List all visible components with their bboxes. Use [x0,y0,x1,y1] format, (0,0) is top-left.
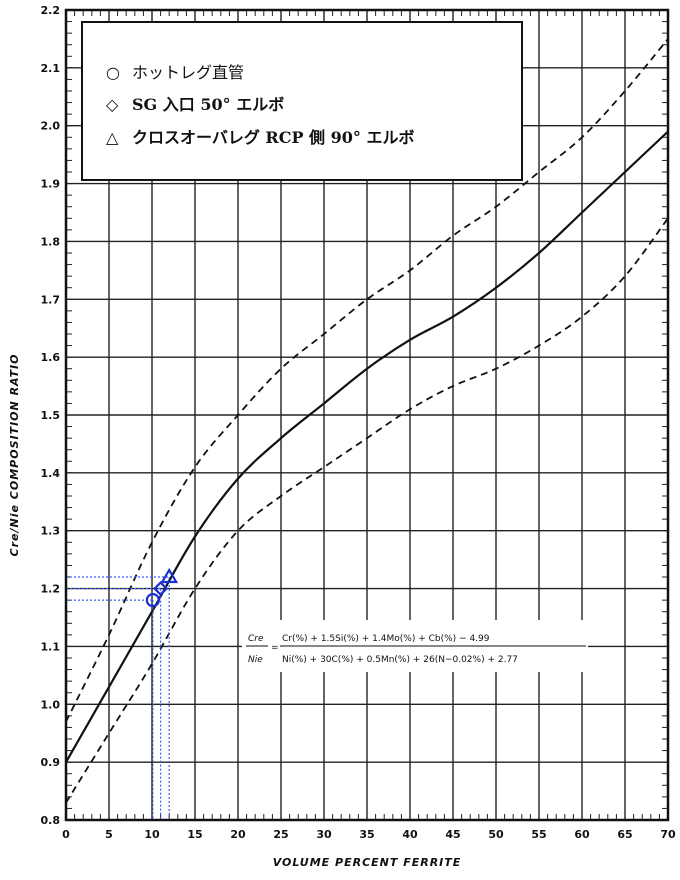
x-tick-label: 0 [62,828,70,841]
legend-symbol-diamond: ◇ [106,95,119,114]
x-tick-label: 70 [660,828,676,841]
x-tick-label: 55 [531,828,546,841]
legend-entry-sg-inlet: SG 入口 50° エルボ [132,95,284,114]
guide-lines [66,576,170,820]
x-tick-label: 20 [230,828,246,841]
x-tick-label: 25 [273,828,288,841]
y-tick-label: 2.0 [41,120,61,133]
y-tick-label: 0.8 [41,814,61,827]
y-tick-label: 2.1 [41,62,61,75]
y-axis-label: Cre/Nie COMPOSITION RATIO [8,354,21,557]
y-tick-label: 2.2 [41,4,61,17]
y-tick-label: 1.0 [41,698,61,711]
series-line-bound-1 [65,38,669,723]
x-tick-label: 5 [105,828,113,841]
x-tick-label: 15 [187,828,202,841]
tick-labels: 0 5 10 15 20 25 30 35 40 45 50 55 60 65 70 0.8 0.9 1.0 1.1… [41,4,676,841]
formula-numerator: Cr(%) + 1.5Si(%) + 1.4Mo(%) + Cb(%) − 4.… [282,634,490,644]
legend-box [81,21,523,181]
x-tick-label: 40 [402,828,418,841]
x-tick-label: 35 [359,828,374,841]
x-tick-label: 60 [574,828,590,841]
x-tick-label: 45 [445,828,460,841]
legend-entry-crossover: クロスオーバレグ RCP 側 90° エルボ [132,128,414,147]
formula-equals: = [271,643,279,653]
y-tick-label: 1.7 [41,293,61,306]
x-axis-label: VOLUME PERCENT FERRITE [273,856,462,869]
plot-frame [64,8,670,822]
series-line-bound-2 [65,217,669,804]
y-tick-label: 1.4 [41,467,61,480]
y-tick-label: 1.3 [41,525,61,538]
x-tick-label: 50 [488,828,504,841]
y-tick-label: 1.8 [41,235,61,248]
series-line-mean [65,130,669,763]
marker-diamond-sg-inlet [153,581,169,597]
legend-entry-hot-leg: ホットレグ直管 [132,63,244,82]
y-tick-label: 0.9 [41,756,61,769]
formula-denominator: Ni(%) + 30C(%) + 0.5Mn(%) + 26(N−0.02%) … [282,655,518,665]
marker-circle-hot-leg [145,593,160,608]
legend: ○ ホットレグ直管 ◇ SG 入口 50° エルボ △ クロスオーバレグ RCP… [81,21,523,181]
composition-formula: Cre Nie = Cr(%) + 1.5Si(%) + 1.4Mo(%) + … [242,620,588,672]
marker-triangle-crossover [160,567,179,584]
y-tick-label: 1.1 [41,640,61,653]
formula-cre: Cre [248,634,264,644]
legend-symbol-circle: ○ [106,63,120,82]
curves [65,38,669,804]
y-tick-label: 1.6 [41,351,61,364]
data-markers [145,567,179,608]
y-tick-label: 1.9 [41,178,61,191]
legend-symbol-triangle: △ [106,128,119,147]
y-tick-label: 1.5 [41,409,61,422]
formula-nie: Nie [248,655,263,665]
y-tick-label: 1.2 [41,583,61,596]
x-tick-label: 65 [617,828,632,841]
x-tick-label: 30 [316,828,332,841]
x-tick-label: 10 [144,828,160,841]
